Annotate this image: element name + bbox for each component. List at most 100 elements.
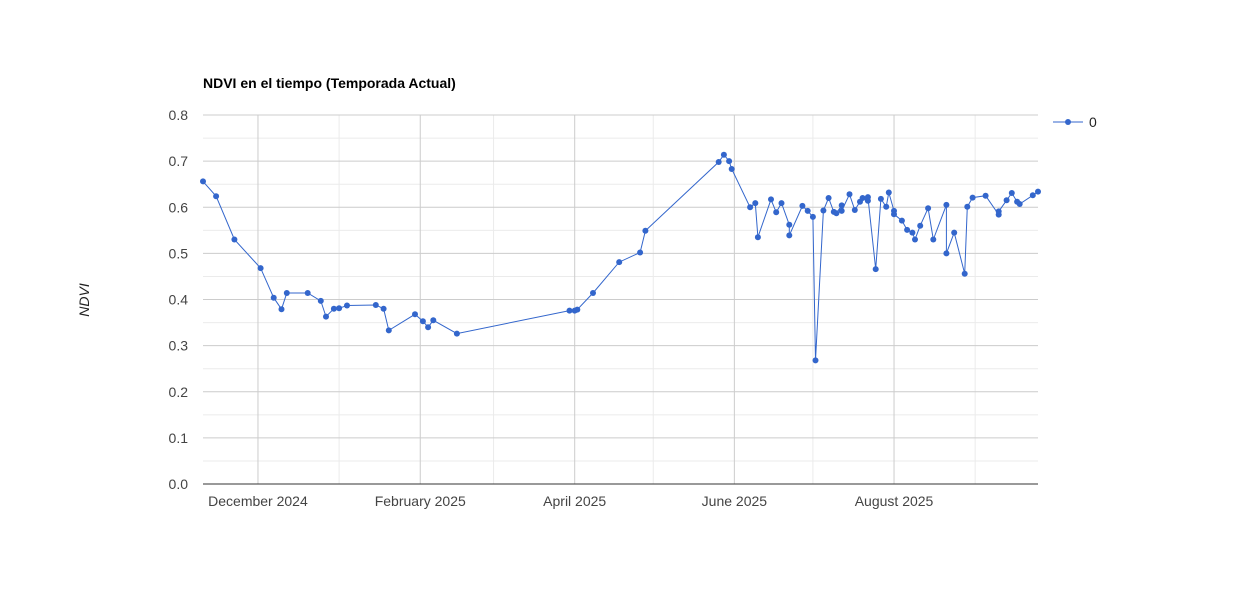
y-tick-label: 0.0 [169,476,189,492]
y-tick-label: 0.1 [169,430,189,446]
data-point[interactable] [930,236,937,243]
y-tick-label: 0.3 [169,338,189,354]
data-point[interactable] [566,307,573,314]
data-point[interactable] [883,203,890,210]
data-point[interactable] [200,178,206,185]
data-point[interactable] [877,195,884,202]
data-point[interactable] [231,236,238,243]
data-point[interactable] [804,207,811,214]
x-tick-label: December 2024 [208,493,308,509]
data-point[interactable] [317,297,324,304]
data-point[interactable] [380,305,387,312]
data-point[interactable] [961,270,968,277]
data-point[interactable] [768,196,774,203]
y-tick-label: 0.4 [169,292,189,308]
data-point[interactable] [1029,192,1036,199]
y-axis-ticks: 0.0 0.1 0.2 0.3 0.4 0.5 0.6 0.7 0.8 [169,107,189,492]
data-point[interactable] [1016,201,1023,207]
data-point[interactable] [820,207,827,214]
y-tick-label: 0.7 [169,153,189,169]
data-point[interactable] [726,158,733,165]
data-point[interactable] [372,302,379,308]
data-point[interactable] [1003,197,1010,204]
data-point[interactable] [864,194,871,201]
data-point[interactable] [943,250,950,257]
data-point[interactable] [715,159,722,165]
data-point[interactable] [995,208,1002,215]
data-point[interactable] [453,330,460,337]
y-axis-label: NDVI [76,283,92,317]
data-point[interactable] [574,306,581,313]
data-point[interactable] [872,266,879,273]
data-point[interactable] [747,204,754,211]
data-point[interactable] [304,290,311,296]
y-tick-label: 0.6 [169,199,189,215]
data-point[interactable] [917,222,924,229]
data-point[interactable] [336,305,343,312]
data-point[interactable] [330,305,337,312]
data-point[interactable] [786,232,793,239]
data-point[interactable] [885,189,892,196]
data-point[interactable] [851,207,858,213]
data-point[interactable] [891,211,897,218]
data-point[interactable] [283,290,290,296]
data-point[interactable] [616,259,623,266]
data-point[interactable] [859,195,866,201]
data-point[interactable] [912,236,918,243]
data-point[interactable] [825,195,832,201]
data-point[interactable] [1008,190,1015,196]
legend-dot-marker [1065,119,1071,125]
data-point[interactable] [754,234,761,241]
x-tick-label: August 2025 [855,493,934,509]
chart-title: NDVI en el tiempo (Temporada Actual) [203,75,456,91]
data-point[interactable] [1035,188,1041,195]
data-point[interactable] [799,202,806,209]
data-point[interactable] [904,226,911,233]
data-point[interactable] [270,294,277,301]
data-point[interactable] [752,200,759,207]
x-tick-label: February 2025 [375,493,466,509]
data-point[interactable] [728,166,735,172]
data-point[interactable] [812,357,819,364]
x-tick-label: June 2025 [702,493,768,509]
data-point[interactable] [323,313,329,320]
data-point[interactable] [846,191,853,198]
legend-entry-label: 0 [1089,114,1097,130]
data-point[interactable] [430,317,437,324]
y-tick-label: 0.2 [169,384,189,400]
data-point[interactable] [773,209,780,216]
data-point[interactable] [257,265,264,272]
series-layer [200,151,1041,364]
data-point[interactable] [964,203,971,210]
data-point[interactable] [809,213,816,220]
data-point[interactable] [925,205,932,212]
data-point[interactable] [969,194,976,201]
data-point[interactable] [344,302,350,309]
data-point[interactable] [982,192,989,199]
y-tick-label: 0.5 [169,245,189,261]
data-point[interactable] [425,324,432,331]
legend[interactable]: 0 [1053,114,1097,130]
data-point[interactable] [786,221,793,228]
major-gridlines [203,114,1038,484]
data-point[interactable] [833,210,840,217]
data-point[interactable] [642,227,649,234]
data-point[interactable] [838,207,845,214]
data-point[interactable] [419,318,426,325]
data-point[interactable] [590,290,596,296]
data-point[interactable] [951,229,958,236]
data-point[interactable] [909,229,916,236]
data-point[interactable] [720,151,727,158]
x-tick-label: April 2025 [543,493,606,509]
data-point[interactable] [838,202,845,209]
data-point[interactable] [898,217,905,224]
data-point[interactable] [213,193,220,200]
data-point[interactable] [385,327,392,334]
data-point[interactable] [278,306,285,313]
data-point[interactable] [412,311,418,318]
data-point[interactable] [637,249,644,256]
data-point[interactable] [943,201,950,208]
data-point[interactable] [778,200,785,207]
x-axis-ticks: December 2024 February 2025 April 2025 June… [208,493,933,509]
